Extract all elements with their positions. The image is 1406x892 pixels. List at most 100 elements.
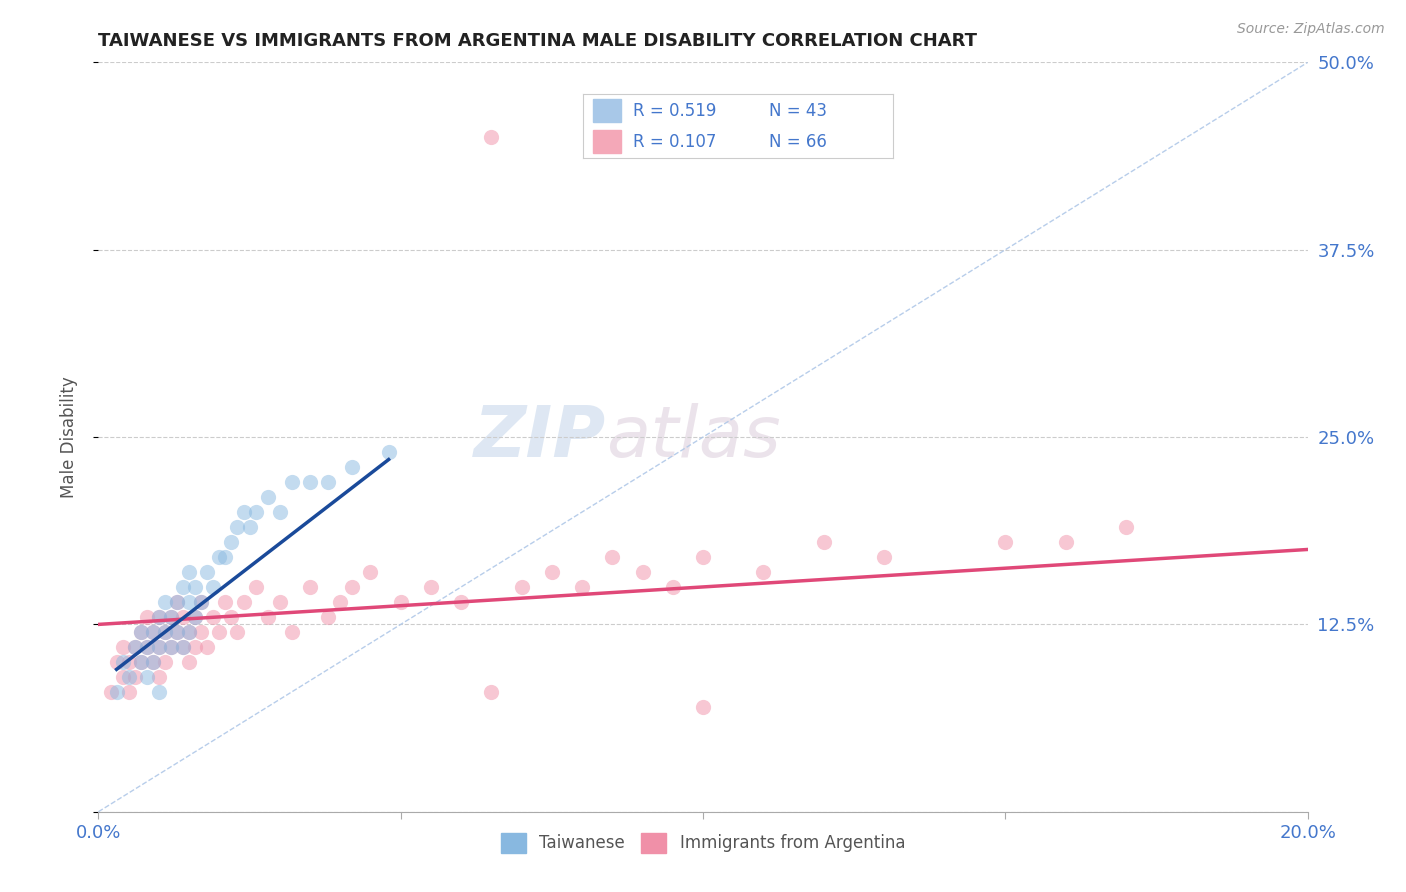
Point bbox=[142, 624, 165, 639]
Point bbox=[208, 549, 231, 564]
Point bbox=[752, 565, 775, 579]
Point bbox=[190, 595, 212, 609]
Point bbox=[510, 580, 533, 594]
Point bbox=[329, 595, 352, 609]
Point bbox=[135, 640, 157, 654]
Point bbox=[153, 655, 176, 669]
Point bbox=[994, 535, 1017, 549]
Point bbox=[190, 595, 212, 609]
Point bbox=[105, 685, 128, 699]
Point bbox=[190, 624, 212, 639]
Point bbox=[172, 580, 194, 594]
Point bbox=[450, 595, 472, 609]
Point bbox=[124, 640, 146, 654]
Point bbox=[214, 549, 236, 564]
Point bbox=[118, 655, 141, 669]
Point bbox=[631, 565, 654, 579]
Point bbox=[135, 610, 157, 624]
Point bbox=[129, 655, 152, 669]
Point bbox=[602, 549, 624, 564]
Bar bbox=[593, 130, 620, 153]
Point bbox=[129, 655, 152, 669]
Point bbox=[377, 445, 399, 459]
Point bbox=[184, 610, 207, 624]
Point bbox=[195, 640, 218, 654]
Point bbox=[160, 610, 183, 624]
Point bbox=[1054, 535, 1077, 549]
Point bbox=[179, 624, 201, 639]
Point bbox=[153, 624, 176, 639]
Point bbox=[420, 580, 443, 594]
Point bbox=[281, 475, 304, 489]
Point bbox=[148, 610, 170, 624]
Point bbox=[873, 549, 896, 564]
Point bbox=[179, 624, 201, 639]
Point bbox=[232, 595, 254, 609]
Point bbox=[153, 595, 176, 609]
Point bbox=[184, 610, 207, 624]
Point bbox=[269, 595, 291, 609]
Point bbox=[1115, 520, 1137, 534]
Point bbox=[389, 595, 412, 609]
Point bbox=[160, 610, 183, 624]
Point bbox=[256, 610, 278, 624]
Point bbox=[142, 624, 165, 639]
Point bbox=[221, 610, 243, 624]
Point bbox=[360, 565, 382, 579]
Point bbox=[316, 475, 339, 489]
Point bbox=[179, 595, 201, 609]
Point bbox=[692, 549, 714, 564]
Point bbox=[160, 640, 183, 654]
Point bbox=[142, 655, 165, 669]
Point bbox=[148, 640, 170, 654]
Point bbox=[148, 670, 170, 684]
Point bbox=[232, 505, 254, 519]
Point bbox=[316, 610, 339, 624]
Point bbox=[118, 685, 141, 699]
Point bbox=[166, 624, 188, 639]
Point bbox=[481, 130, 503, 145]
Text: R = 0.107: R = 0.107 bbox=[633, 133, 716, 151]
Point bbox=[184, 640, 207, 654]
Point bbox=[226, 520, 249, 534]
Point bbox=[813, 535, 835, 549]
Point bbox=[129, 624, 152, 639]
Point bbox=[202, 610, 225, 624]
Text: Source: ZipAtlas.com: Source: ZipAtlas.com bbox=[1237, 22, 1385, 37]
Text: atlas: atlas bbox=[606, 402, 780, 472]
Point bbox=[153, 624, 176, 639]
Text: N = 43: N = 43 bbox=[769, 102, 827, 120]
Point bbox=[105, 655, 128, 669]
Point bbox=[481, 685, 503, 699]
Point bbox=[111, 640, 134, 654]
Point bbox=[256, 490, 278, 504]
Text: R = 0.519: R = 0.519 bbox=[633, 102, 716, 120]
Point bbox=[661, 580, 683, 594]
Y-axis label: Male Disability: Male Disability bbox=[59, 376, 77, 498]
Point bbox=[202, 580, 225, 594]
Point bbox=[100, 685, 122, 699]
Point bbox=[692, 699, 714, 714]
Point bbox=[148, 610, 170, 624]
Point bbox=[342, 460, 364, 475]
Point bbox=[118, 670, 141, 684]
Point bbox=[160, 640, 183, 654]
Point bbox=[184, 580, 207, 594]
Point bbox=[208, 624, 231, 639]
Point bbox=[111, 670, 134, 684]
Point bbox=[142, 655, 165, 669]
Point bbox=[111, 655, 134, 669]
Point bbox=[135, 640, 157, 654]
Point bbox=[540, 565, 562, 579]
Point bbox=[195, 565, 218, 579]
Text: ZIP: ZIP bbox=[474, 402, 606, 472]
Point bbox=[281, 624, 304, 639]
Point bbox=[221, 535, 243, 549]
Text: TAIWANESE VS IMMIGRANTS FROM ARGENTINA MALE DISABILITY CORRELATION CHART: TAIWANESE VS IMMIGRANTS FROM ARGENTINA M… bbox=[98, 32, 977, 50]
Point bbox=[342, 580, 364, 594]
Point bbox=[129, 624, 152, 639]
Point bbox=[269, 505, 291, 519]
Point bbox=[571, 580, 593, 594]
Point bbox=[166, 595, 188, 609]
Point bbox=[299, 580, 322, 594]
